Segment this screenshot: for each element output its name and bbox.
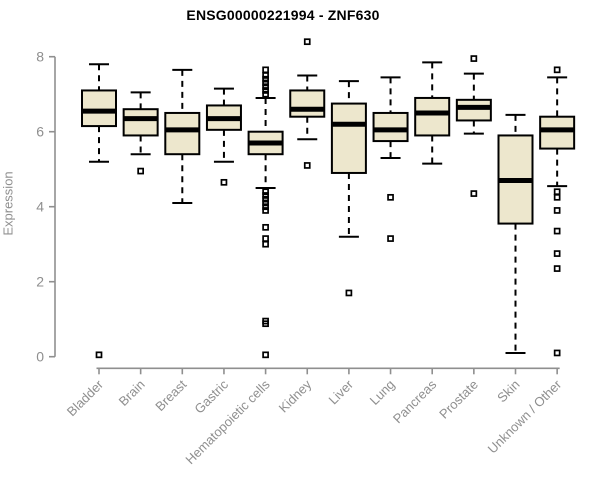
outlier-hematopoietic-cells-10	[262, 199, 269, 207]
outlier-hematopoietic-cells-15	[262, 240, 269, 248]
box-unknown-other	[539, 115, 576, 150]
outlier-gastric-0	[220, 178, 228, 186]
outlier-hematopoietic-cells-2	[262, 75, 269, 83]
x-label-lung: Lung	[367, 377, 398, 408]
x-label-unknown-other: Unknown / Other	[485, 376, 565, 456]
outlier-kidney-0	[303, 38, 311, 46]
x-label-breast: Breast	[152, 377, 189, 414]
y-tick-label-4: 4	[36, 199, 44, 215]
outlier-hematopoietic-cells-11	[262, 203, 269, 211]
outlier-liver-0	[345, 289, 353, 297]
outlier-lung-1	[387, 235, 394, 242]
outlier-hematopoietic-cells-1	[262, 72, 269, 79]
y-tick-label-6: 6	[36, 124, 44, 140]
outlier-hematopoietic-cells-13	[262, 223, 269, 231]
box-lung	[372, 111, 409, 143]
outlier-hematopoietic-cells-0	[262, 66, 269, 74]
x-label-pancreas: Pancreas	[390, 376, 440, 426]
outlier-hematopoietic-cells-4	[262, 83, 269, 91]
box-breast	[164, 111, 201, 156]
outlier-hematopoietic-cells-6	[262, 90, 269, 98]
outlier-unknown-other-4	[553, 227, 561, 235]
outlier-unknown-other-7	[553, 349, 561, 357]
outlier-unknown-other-6	[553, 265, 561, 272]
outlier-kidney-1	[303, 162, 311, 169]
outlier-hematopoietic-cells-5	[262, 87, 269, 94]
box-kidney	[289, 89, 326, 118]
box-prostate	[455, 98, 492, 122]
outlier-lung-0	[387, 193, 394, 201]
x-label-kidney: Kidney	[276, 376, 315, 415]
outlier-hematopoietic-cells-3	[262, 79, 269, 87]
outlier-unknown-other-2	[553, 193, 561, 201]
outlier-hematopoietic-cells-9	[262, 195, 269, 203]
x-label-gastric: Gastric	[191, 376, 231, 416]
outlier-prostate-1	[470, 190, 478, 197]
outlier-brain-0	[137, 167, 144, 175]
outlier-unknown-other-0	[553, 66, 561, 74]
outlier-prostate-0	[470, 55, 478, 62]
outlier-hematopoietic-cells-12	[262, 207, 269, 214]
x-label-skin: Skin	[494, 377, 522, 405]
outlier-hematopoietic-cells-18	[262, 351, 269, 359]
x-label-bladder: Bladder	[64, 376, 107, 419]
x-label-prostate: Prostate	[436, 377, 481, 422]
chart-title: ENSG00000221994 - ZNF630	[186, 7, 380, 23]
outlier-bladder-0	[95, 351, 103, 359]
outlier-unknown-other-3	[553, 207, 561, 214]
y-tick-label-2: 2	[36, 274, 44, 290]
box-liver	[330, 102, 367, 174]
x-label-brain: Brain	[116, 377, 148, 409]
outlier-unknown-other-5	[553, 250, 561, 257]
outlier-hematopoietic-cells-14	[262, 235, 269, 242]
y-tick-label-8: 8	[36, 49, 44, 65]
outlier-hematopoietic-cells-7	[262, 188, 269, 196]
outlier-hematopoietic-cells-8	[262, 192, 269, 199]
y-tick-label-0: 0	[36, 349, 44, 365]
outlier-unknown-other-1	[553, 188, 561, 196]
outlier-hematopoietic-cells-17	[262, 320, 269, 328]
box-bladder	[81, 89, 117, 128]
x-label-liver: Liver	[325, 376, 356, 407]
box-pancreas	[414, 96, 451, 137]
box-brain	[122, 108, 159, 137]
